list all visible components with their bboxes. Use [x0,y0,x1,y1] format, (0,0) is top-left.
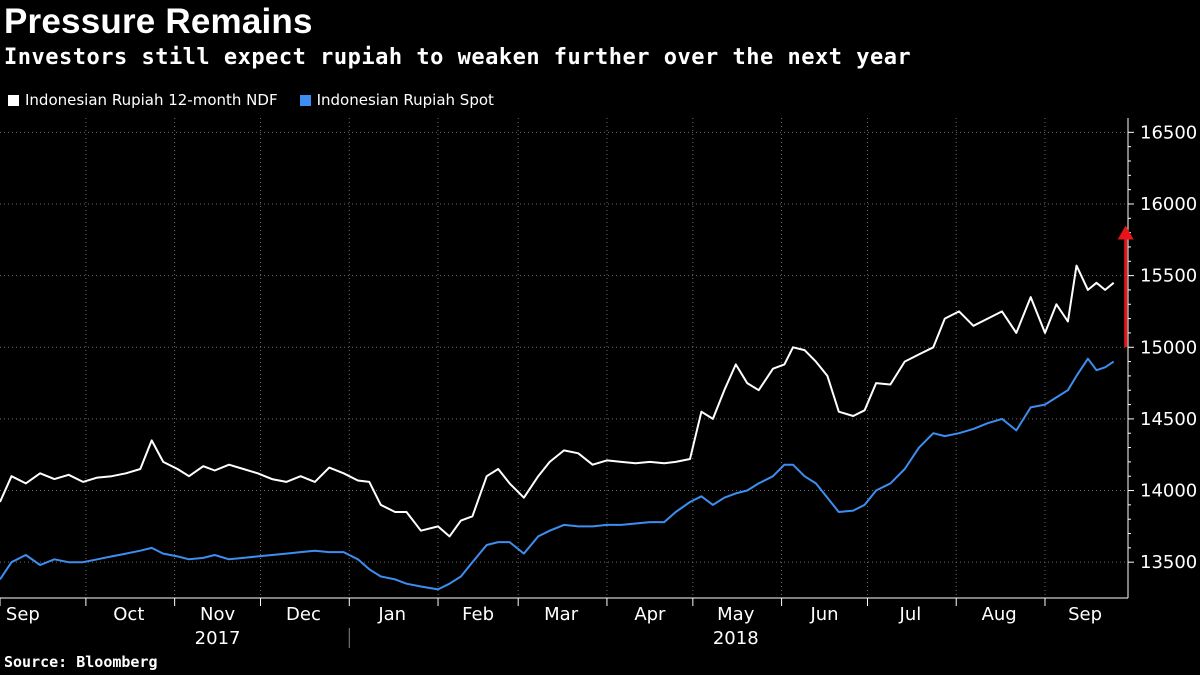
year-label: 2018 [713,628,759,649]
x-tick-label: Sep [6,604,40,625]
legend-swatch-ndf [8,94,19,106]
legend-label-ndf: Indonesian Rupiah 12-month NDF [25,91,278,109]
chart-title: Pressure Remains [4,2,313,41]
x-tick-label: Mar [544,604,579,625]
axes: 13500 14000 14500 15000 15500 16000 16500 Sep Oc… [0,118,1197,649]
y-tick-label: 15500 [1140,266,1197,287]
year-label: 2017 [195,628,241,649]
series-line-spot [0,357,1115,591]
x-tick-label: Apr [634,604,666,625]
chart-legend: Indonesian Rupiah 12-month NDF Indonesia… [8,91,494,109]
series-line-ndf [0,264,1115,538]
y-tick-label: 14500 [1140,409,1197,430]
annotations [1117,225,1134,348]
series-lines [0,264,1115,591]
arrow-head [1117,225,1134,240]
legend-item-spot: Indonesian Rupiah Spot [299,91,494,109]
y-tick-label: 15000 [1140,337,1197,358]
x-tick-label: May [717,604,755,625]
x-tick-label: Nov [200,604,235,625]
y-tick-label: 14000 [1140,481,1197,502]
chart-subtitle: Investors still expect rupiah to weaken … [4,45,912,70]
y-tick-label: 13500 [1140,552,1197,573]
x-tick-label: Aug [982,604,1017,625]
x-tick-label: Jan [377,604,406,625]
x-tick-label: Dec [286,604,321,625]
legend-item-ndf: Indonesian Rupiah 12-month NDF [8,91,278,109]
x-tick-label: Sep [1068,604,1102,625]
x-tick-label: Jul [899,604,922,625]
source-note: Source: Bloomberg [4,653,158,671]
x-tick-label: Feb [462,604,494,625]
grid-lines [0,118,1128,598]
legend-label-spot: Indonesian Rupiah Spot [316,91,494,109]
y-tick-label: 16000 [1140,194,1197,215]
y-tick-label: 16500 [1140,122,1197,143]
x-tick-label: Jun [809,604,838,625]
legend-swatch-spot [299,94,311,106]
x-tick-label: Oct [113,604,144,625]
